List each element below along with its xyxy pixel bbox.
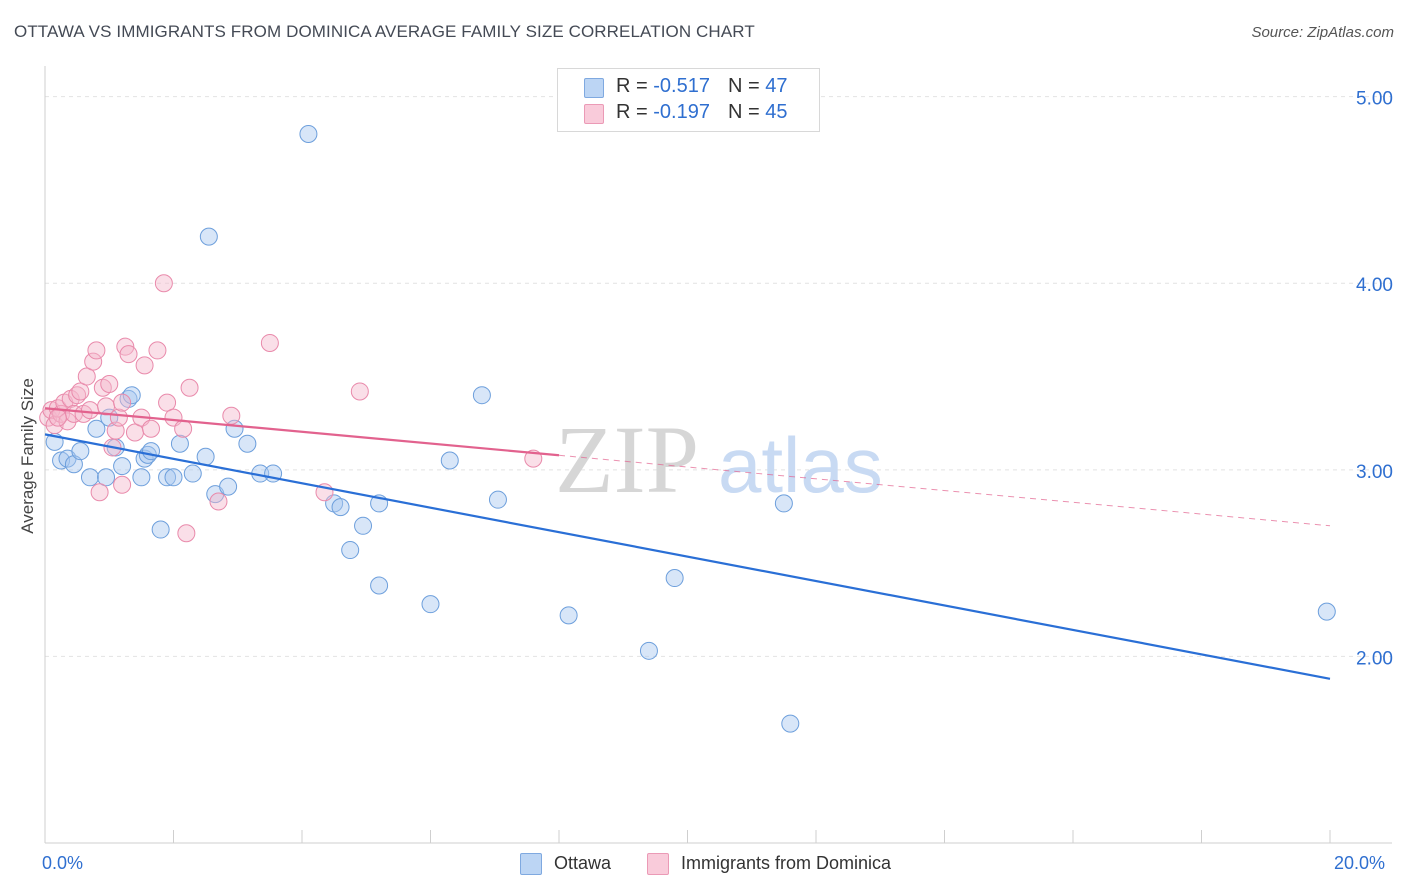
legend-swatch-ottawa — [584, 78, 604, 98]
data-point — [665, 569, 684, 588]
data-point — [154, 274, 173, 293]
correlation-legend: R = -0.517 N = 47 R = -0.197 N = 45 — [557, 68, 820, 132]
data-point — [135, 356, 154, 375]
data-point — [158, 468, 177, 487]
data-point — [774, 494, 793, 513]
data-point — [299, 124, 318, 143]
data-point — [199, 227, 218, 246]
watermark-zip: ZIP — [555, 406, 699, 513]
x-tick-label-max: 20.0% — [1334, 853, 1386, 873]
data-point — [180, 378, 199, 397]
bottom-legend-swatch-ottawa — [520, 853, 542, 875]
data-point — [219, 477, 238, 496]
data-point — [122, 386, 141, 405]
data-point — [209, 492, 228, 511]
data-point — [164, 468, 183, 487]
data-point — [90, 483, 109, 502]
data-point — [174, 419, 193, 438]
data-point — [260, 333, 279, 352]
data-point — [58, 412, 77, 431]
data-point — [331, 498, 350, 517]
y-tick-labels: 2.00 3.00 4.00 5.00 — [1356, 89, 1393, 670]
data-point — [71, 382, 90, 401]
legend-swatch-dominica — [584, 104, 604, 124]
legend-text-ottawa: R = -0.517 N = 47 — [616, 75, 787, 98]
data-point — [80, 401, 99, 420]
chart-title: OTTAWA VS IMMIGRANTS FROM DOMINICA AVERA… — [14, 22, 755, 41]
data-point — [341, 541, 360, 560]
data-point — [370, 576, 389, 595]
data-point — [84, 352, 103, 371]
data-point — [222, 406, 241, 425]
data-point — [87, 341, 106, 360]
bottom-legend-label-ottawa: Ottawa — [554, 853, 612, 873]
y-tick-label: 5.00 — [1356, 89, 1393, 110]
data-point — [177, 524, 196, 543]
data-point — [113, 475, 132, 494]
data-point — [113, 457, 132, 476]
n-value: 45 — [765, 101, 788, 123]
data-point — [421, 595, 440, 614]
data-point — [48, 408, 67, 427]
data-point — [113, 393, 132, 412]
data-points — [39, 124, 1336, 733]
data-point — [97, 468, 116, 487]
x-tick-label-min: 0.0% — [42, 853, 84, 873]
data-point — [440, 451, 459, 470]
watermark-atlas: atlas — [718, 421, 883, 509]
r-label: R = — [616, 75, 654, 97]
data-point — [350, 382, 369, 401]
data-point — [472, 386, 491, 405]
y-tick-label: 3.00 — [1356, 462, 1393, 483]
n-value: 47 — [765, 75, 788, 97]
data-point — [354, 516, 373, 535]
data-point — [158, 393, 177, 412]
y-tick-label: 2.00 — [1356, 648, 1393, 669]
data-point — [142, 442, 161, 461]
n-label: N = — [727, 75, 766, 97]
legend-text-dominica: R = -0.197 N = 45 — [616, 101, 787, 124]
trend-line — [44, 407, 560, 457]
y-tick-label: 4.00 — [1356, 275, 1393, 296]
trend-line — [44, 433, 1331, 680]
data-point — [71, 442, 90, 461]
data-point — [87, 419, 106, 438]
r-value: -0.197 — [653, 101, 710, 123]
watermark: ZIP atlas — [555, 406, 883, 513]
data-point — [100, 375, 119, 393]
data-point — [639, 641, 658, 660]
data-point — [119, 345, 138, 364]
data-point — [238, 434, 257, 453]
trend-line-extension — [558, 454, 1331, 527]
data-point — [151, 520, 170, 539]
data-point — [109, 408, 128, 427]
data-point — [488, 490, 507, 509]
data-point — [80, 468, 99, 487]
data-point — [170, 434, 189, 453]
data-point — [142, 419, 161, 438]
axes — [44, 66, 1392, 844]
bottom-legend-label-dominica: Immigrants from Dominica — [681, 853, 892, 873]
data-point — [77, 367, 96, 386]
n-label: N = — [727, 101, 766, 123]
gridlines — [45, 96, 1392, 657]
bottom-legend-swatch-dominica — [647, 853, 669, 875]
source-credit: Source: ZipAtlas.com — [1251, 24, 1394, 41]
r-value: -0.517 — [653, 75, 710, 97]
data-point — [559, 606, 578, 625]
data-point — [183, 464, 202, 483]
data-point — [1317, 602, 1336, 621]
data-point — [781, 714, 800, 733]
data-point — [148, 341, 167, 360]
data-point — [64, 455, 83, 474]
r-label: R = — [616, 101, 654, 123]
trend-lines — [44, 407, 1331, 680]
data-point — [132, 468, 151, 487]
